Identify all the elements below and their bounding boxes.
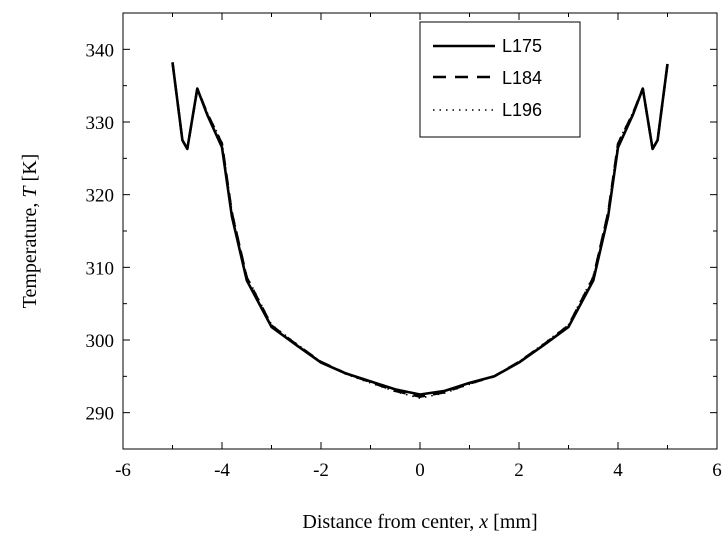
x-tick-label: 0 bbox=[415, 460, 425, 481]
legend: L175 L184 L196 bbox=[419, 21, 581, 138]
series-lines bbox=[171, 62, 669, 399]
y-tick-label: 300 bbox=[86, 331, 115, 352]
legend-box bbox=[419, 21, 581, 138]
series-line-l196 bbox=[171, 62, 669, 399]
legend-label-l196: L196 bbox=[502, 100, 542, 120]
y-tick-label: 310 bbox=[86, 258, 115, 279]
series-line-l184 bbox=[171, 62, 669, 398]
x-tick-label: -4 bbox=[214, 460, 230, 481]
legend-label-l184: L184 bbox=[502, 68, 542, 88]
axis-tick-labels: -6 -4 -2 0 2 4 6 290 300 310 320 330 340 bbox=[86, 40, 722, 481]
x-tick-label: -2 bbox=[313, 460, 329, 481]
y-tick-label: 290 bbox=[86, 404, 115, 425]
axis-ticks bbox=[122, 13, 718, 449]
x-tick-label: 2 bbox=[514, 460, 524, 481]
y-axis-label: Temperature, T [K] bbox=[19, 154, 41, 309]
y-tick-label: 330 bbox=[86, 113, 115, 134]
x-axis-label: Distance from center, x [mm] bbox=[302, 511, 537, 533]
x-tick-label: 6 bbox=[712, 460, 722, 481]
legend-label-l175: L175 bbox=[502, 36, 542, 56]
x-tick-label: 4 bbox=[613, 460, 623, 481]
x-tick-label: -6 bbox=[115, 460, 131, 481]
y-tick-label: 320 bbox=[86, 186, 115, 207]
series-line-l175 bbox=[171, 62, 669, 396]
y-tick-label: 340 bbox=[86, 40, 115, 61]
